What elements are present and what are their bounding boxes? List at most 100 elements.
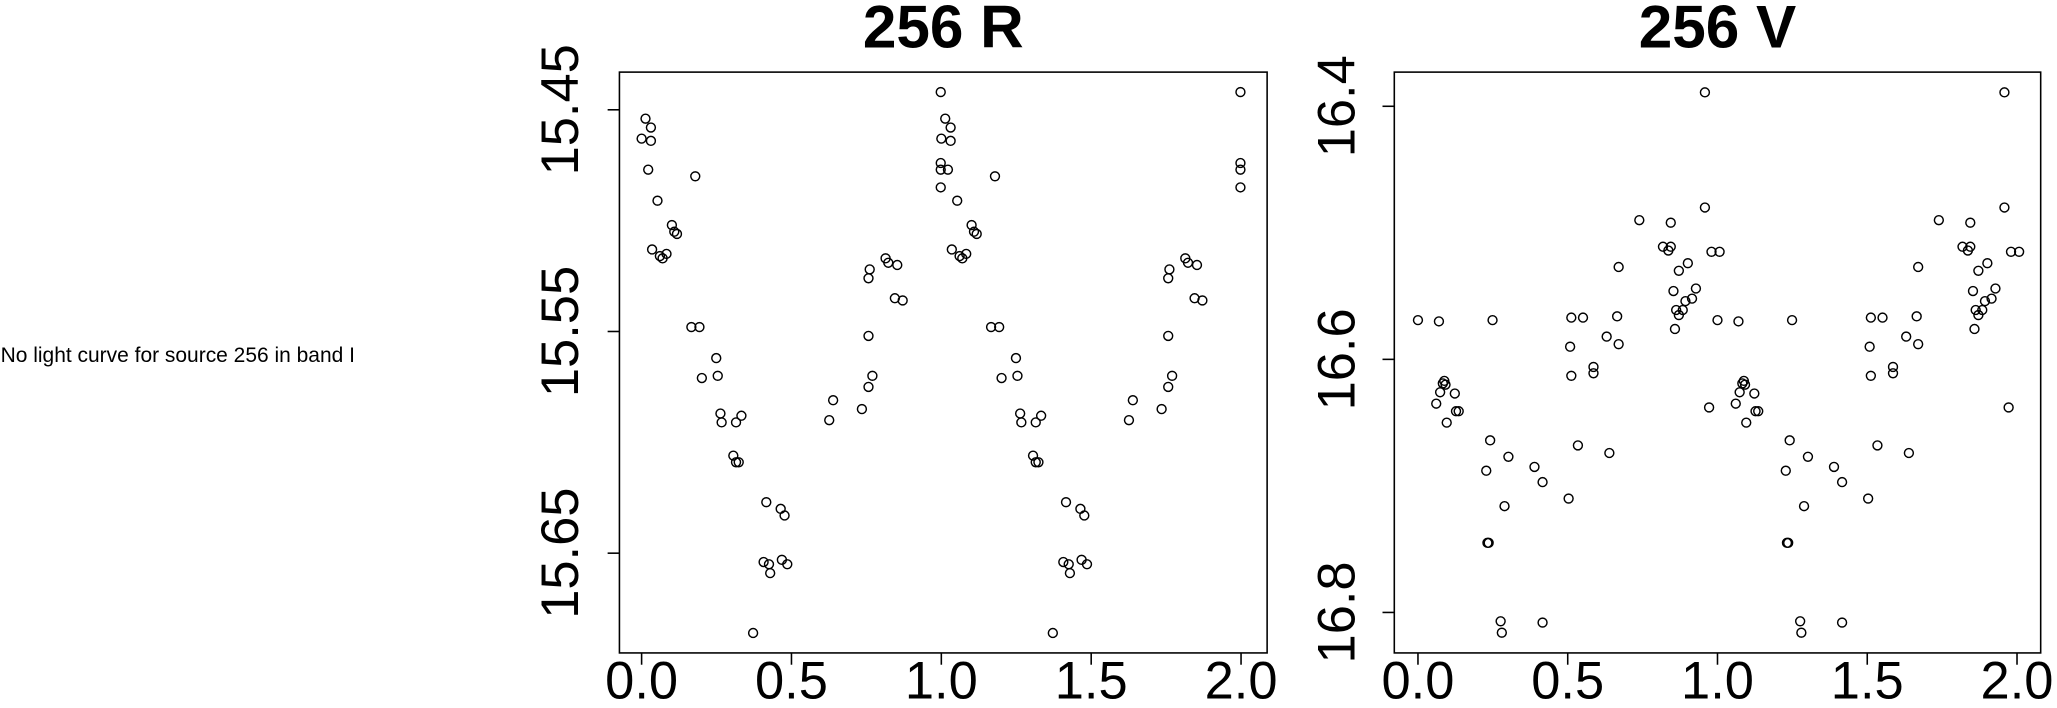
point xyxy=(1016,417,1027,428)
point xyxy=(1453,406,1464,417)
point xyxy=(1686,293,1698,304)
point xyxy=(646,244,658,255)
point xyxy=(716,417,727,428)
point xyxy=(1064,567,1076,579)
point xyxy=(1081,559,1093,570)
point xyxy=(954,250,965,262)
point xyxy=(989,171,1001,182)
point xyxy=(730,417,742,428)
plot-frame xyxy=(618,71,1268,654)
point xyxy=(652,195,663,206)
point xyxy=(971,228,982,240)
point xyxy=(1836,617,1848,628)
point xyxy=(1865,370,1877,381)
point xyxy=(863,273,874,284)
y-tick-label: 15.45 xyxy=(532,44,590,175)
point xyxy=(1449,388,1460,399)
point xyxy=(1690,283,1702,294)
point xyxy=(671,228,683,240)
point xyxy=(1986,293,1997,304)
point xyxy=(1872,440,1883,451)
point xyxy=(654,250,666,262)
point xyxy=(1680,295,1691,307)
point xyxy=(1682,258,1694,269)
point xyxy=(1047,627,1059,639)
point xyxy=(935,164,946,175)
point xyxy=(733,457,744,468)
x-tick-label: 1.0 xyxy=(905,652,978,708)
point xyxy=(1665,217,1676,228)
point xyxy=(645,122,657,133)
point xyxy=(758,556,769,568)
point xyxy=(666,219,678,231)
point xyxy=(824,414,835,426)
point xyxy=(1965,217,1976,228)
point xyxy=(1123,414,1135,426)
point xyxy=(1012,370,1023,382)
point xyxy=(1503,451,1514,462)
point xyxy=(1613,261,1624,273)
x-tick-label: 0.5 xyxy=(755,652,828,708)
point xyxy=(1699,202,1711,213)
y-tick-label: 15.65 xyxy=(532,488,590,619)
point xyxy=(2005,246,2017,257)
point xyxy=(782,559,793,570)
point xyxy=(1973,265,1984,276)
point xyxy=(1566,312,1577,323)
point xyxy=(1027,450,1039,461)
point xyxy=(747,627,759,639)
point xyxy=(1611,311,1623,322)
point xyxy=(952,195,963,206)
point xyxy=(1970,304,1981,316)
point xyxy=(728,450,739,461)
x-tick-label: 2.0 xyxy=(1981,652,2054,708)
point xyxy=(993,321,1005,333)
x-tick-label: 2.0 xyxy=(1205,652,1278,708)
point xyxy=(1714,246,1725,257)
point xyxy=(945,135,956,147)
point xyxy=(1235,164,1246,175)
x-tick-label: 0.0 xyxy=(605,652,678,708)
point xyxy=(935,182,946,193)
point xyxy=(1588,361,1599,373)
point xyxy=(1750,406,1761,417)
point xyxy=(1877,312,1888,323)
point xyxy=(1563,493,1574,504)
point xyxy=(942,164,954,175)
point xyxy=(1063,559,1074,570)
point xyxy=(1864,341,1875,352)
point xyxy=(1014,408,1026,419)
point xyxy=(1030,457,1041,468)
point xyxy=(2013,246,2025,257)
point xyxy=(1828,461,1840,473)
point xyxy=(1235,86,1246,98)
point xyxy=(715,408,726,419)
point xyxy=(711,352,722,364)
point xyxy=(996,372,1007,384)
point xyxy=(712,370,723,382)
point xyxy=(940,113,951,124)
point xyxy=(1035,410,1047,421)
point xyxy=(1441,417,1452,428)
point xyxy=(1753,406,1764,417)
point xyxy=(1782,537,1794,549)
point xyxy=(827,395,839,406)
point xyxy=(864,264,875,275)
point xyxy=(1060,497,1072,508)
point xyxy=(935,86,946,98)
point xyxy=(1933,214,1945,226)
point xyxy=(1887,368,1899,379)
point xyxy=(1699,87,1711,98)
point xyxy=(1487,314,1498,326)
x-tick-label: 1.5 xyxy=(1055,652,1128,708)
point xyxy=(1433,316,1445,327)
point xyxy=(1798,500,1810,512)
point xyxy=(863,330,874,342)
point xyxy=(1862,493,1874,504)
chart-title: 256 R xyxy=(863,0,1024,60)
point xyxy=(1796,627,1807,638)
point xyxy=(946,244,957,255)
point xyxy=(1865,312,1877,323)
point xyxy=(1836,476,1848,488)
